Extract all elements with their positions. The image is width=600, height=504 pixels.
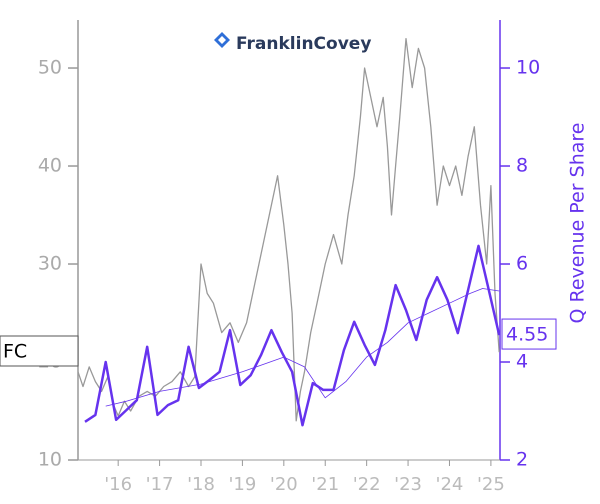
- x-tick-label: '16: [104, 474, 132, 495]
- x-tick-label: '19: [228, 474, 256, 495]
- y2-tick-label: 4: [516, 351, 528, 373]
- x-tick-label: '17: [146, 474, 174, 495]
- last-value-box: [501, 318, 557, 350]
- ticker-box: [0, 335, 79, 367]
- y2-tick-label: 2: [516, 449, 528, 471]
- x-tick-label: '20: [270, 474, 298, 495]
- x-tick-label: '21: [311, 474, 339, 495]
- y2-tick-label: 8: [516, 155, 528, 177]
- x-tick-label: '18: [187, 474, 215, 495]
- y2-axis-title: Q Revenue Per Share: [567, 123, 589, 324]
- ticker-label: FC: [3, 341, 27, 363]
- y-tick-label: 40: [38, 155, 62, 177]
- x-tick-label: '24: [436, 474, 464, 495]
- last-value-label: 4.55: [506, 324, 548, 346]
- average-line: [105, 288, 500, 407]
- y-tick-label: 50: [38, 57, 62, 79]
- price-line: [77, 37, 500, 422]
- logo-text: FranklinCovey: [236, 34, 371, 54]
- y-tick-label: 30: [38, 253, 62, 275]
- x-tick-label: '23: [394, 474, 422, 495]
- logo: FranklinCovey: [214, 32, 371, 54]
- y-tick-label: 10: [38, 449, 62, 471]
- x-tick-label: '22: [353, 474, 381, 495]
- x-tick-label: '25: [477, 474, 505, 495]
- y2-tick-label: 10: [516, 57, 540, 79]
- revenue-line: [84, 244, 501, 427]
- logo-icon-inner: [218, 36, 226, 44]
- y2-tick-label: 6: [516, 253, 528, 275]
